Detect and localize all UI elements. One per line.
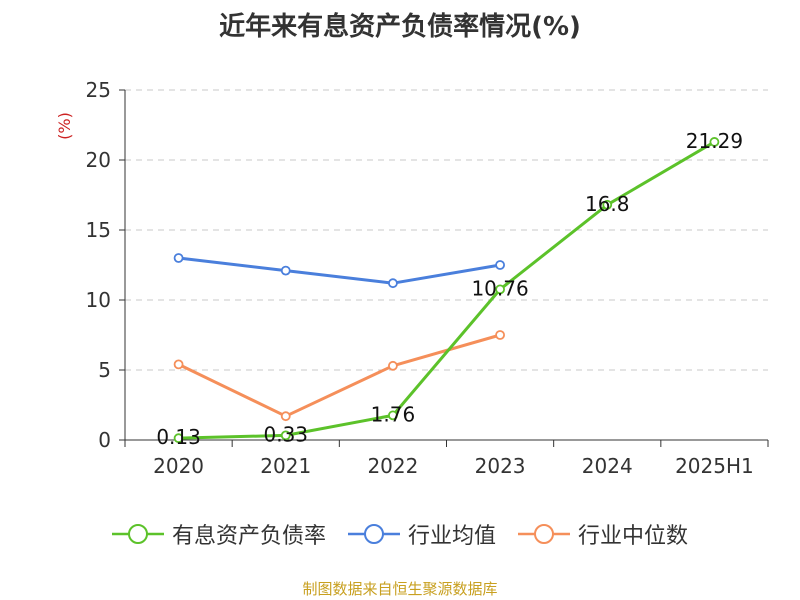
data-label: 1.76 — [371, 402, 416, 426]
data-point — [280, 265, 291, 276]
x-tick-label: 2024 — [582, 454, 633, 478]
legend-label: 行业均值 — [407, 524, 496, 549]
x-tick-label: 2023 — [475, 454, 526, 478]
chart-title: 近年来有息资产负债率情况(%) — [219, 12, 581, 42]
data-point — [495, 330, 505, 340]
legend-item[interactable]: 有息资产负债率 — [111, 518, 326, 550]
data-point — [173, 359, 184, 370]
data-point — [280, 411, 291, 422]
series-line — [178, 256, 501, 285]
y-tick-label: 5 — [98, 358, 111, 382]
legend-swatch-icon — [347, 523, 400, 545]
data-label: 16.8 — [585, 192, 630, 216]
x-tick-label: 2025H1 — [675, 454, 754, 478]
legend-label: 有息资产负债率 — [171, 524, 326, 549]
legend-item[interactable]: 行业中位数 — [518, 518, 688, 550]
data-point — [495, 284, 505, 295]
x-tick-label: 2021 — [260, 454, 311, 478]
data-label: 10.76 — [471, 276, 528, 300]
y-tick-label: 25 — [86, 78, 111, 102]
data-point — [388, 360, 398, 371]
data-point — [173, 433, 184, 444]
legend-swatch-icon — [111, 523, 164, 545]
y-tick-label: 10 — [86, 288, 111, 312]
data-point — [602, 199, 613, 210]
x-tick-label: 2022 — [367, 454, 418, 478]
data-point — [495, 260, 505, 270]
data-point — [388, 410, 398, 421]
x-tick-label: 2020 — [153, 454, 204, 478]
data-label: 0.13 — [156, 425, 201, 449]
legend-label: 行业中位数 — [578, 524, 689, 549]
y-axis-label: (%) — [55, 112, 74, 140]
legend-swatch-icon — [518, 523, 570, 545]
data-point — [388, 278, 398, 289]
series-line — [178, 140, 716, 440]
y-tick-label: 20 — [86, 148, 111, 172]
y-tick-label: 15 — [86, 218, 111, 242]
legend: 有息资产负债率 行业均值 行业中位数 — [0, 518, 800, 550]
data-label: 21.29 — [686, 129, 743, 153]
data-point — [173, 253, 184, 263]
data-label: 0.33 — [263, 422, 308, 446]
data-point — [709, 137, 720, 147]
y-tick-label: 0 — [98, 428, 111, 452]
data-point — [280, 430, 291, 441]
source-note: 制图数据来自恒生聚源数据库 — [302, 580, 498, 598]
legend-item[interactable]: 行业均值 — [347, 518, 496, 550]
